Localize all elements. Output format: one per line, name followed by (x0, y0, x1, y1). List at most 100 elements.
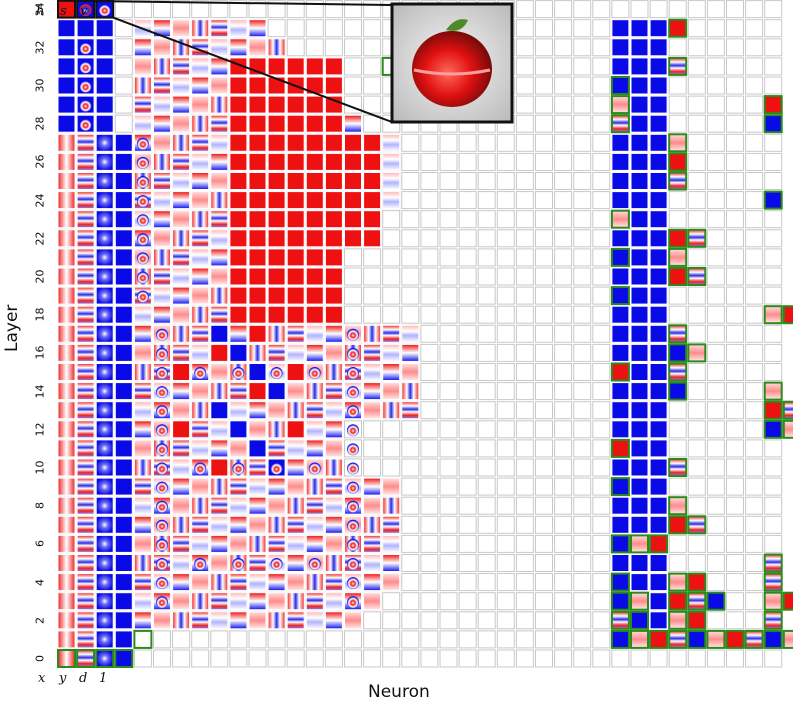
empty-cell (745, 343, 764, 362)
empty-cell (439, 267, 458, 286)
empty-cell (554, 114, 573, 133)
neuron-cell (305, 133, 324, 152)
highlighted-neuron-cell (782, 400, 793, 420)
empty-cell (573, 534, 592, 553)
x-input-cell (57, 133, 76, 152)
empty-cell (229, 0, 248, 19)
empty-cell (592, 534, 611, 553)
empty-cell (267, 19, 286, 38)
neuron-blob (156, 500, 168, 513)
neuron-cell (172, 554, 191, 572)
empty-cell (668, 477, 687, 496)
neuron-cell (95, 19, 114, 38)
neuron-cell (153, 133, 171, 152)
neuron-cell (191, 305, 210, 324)
empty-cell (573, 133, 592, 152)
empty-cell (496, 458, 515, 477)
empty-cell (554, 439, 573, 458)
neuron-cell (305, 401, 324, 420)
empty-cell (515, 382, 534, 401)
neuron-blob (308, 558, 321, 570)
empty-cell (554, 286, 573, 305)
d-input-cell (95, 305, 114, 324)
empty-cell (764, 363, 783, 381)
neuron-cell (229, 95, 248, 114)
empty-cell (401, 229, 420, 248)
empty-cell (764, 286, 783, 305)
neuron-cell (324, 611, 343, 630)
neuron-cell (344, 133, 362, 152)
neuron-cell (286, 420, 305, 439)
empty-cell (458, 305, 477, 324)
neuron-cell (267, 401, 286, 420)
empty-cell (382, 458, 401, 477)
neuron-blob (194, 558, 207, 570)
neuron-cell (324, 133, 343, 152)
neuron-cell (286, 382, 305, 401)
neuron-cell (172, 19, 191, 38)
neuron-cell (153, 57, 171, 76)
neuron-cell (229, 286, 248, 305)
neuron-cell (210, 172, 229, 190)
neuron-cell (191, 324, 210, 343)
d-input-cell (95, 172, 114, 190)
right-block-cell (630, 496, 649, 515)
y-input-cell (76, 496, 95, 515)
empty-cell (592, 630, 611, 649)
empty-cell (668, 534, 687, 553)
empty-cell (496, 630, 515, 649)
empty-cell (439, 286, 458, 305)
neuron-blob (156, 424, 168, 437)
empty-cell (305, 38, 324, 57)
empty-cell (649, 0, 668, 19)
empty-cell (496, 534, 515, 553)
neuron-cell (133, 458, 152, 477)
empty-cell (687, 649, 706, 668)
neuron-cell (191, 573, 210, 592)
empty-cell (764, 76, 783, 95)
empty-cell (535, 649, 553, 668)
y-axis-title: Layer (2, 304, 22, 352)
neuron-cell (210, 515, 229, 534)
empty-cell (592, 38, 611, 57)
d-input-cell (95, 152, 114, 171)
empty-cell (592, 477, 611, 496)
empty-cell (515, 573, 534, 592)
empty-cell (554, 152, 573, 171)
y-input-cell (76, 630, 95, 649)
x-input-cell (57, 210, 76, 229)
neuron-cell (57, 19, 76, 38)
neuron-cell (153, 611, 171, 630)
empty-cell (439, 649, 458, 668)
empty-cell (668, 401, 687, 420)
empty-cell (515, 649, 534, 668)
empty-cell (401, 592, 420, 611)
empty-cell (439, 363, 458, 381)
neuron-cell (210, 114, 229, 133)
x-input-cell (57, 534, 76, 553)
empty-cell (344, 248, 362, 267)
right-block-cell (649, 343, 668, 362)
empty-cell (535, 38, 553, 57)
empty-cell (706, 267, 725, 286)
empty-cell (706, 210, 725, 229)
empty-cell (687, 534, 706, 553)
neuron-cell (248, 191, 267, 210)
empty-cell (114, 38, 133, 57)
neuron-cell (191, 382, 210, 401)
highlighted-neuron-cell (687, 572, 707, 592)
neuron-cell (267, 210, 286, 229)
empty-cell (573, 554, 592, 572)
d-input-cell (95, 401, 114, 420)
empty-cell (477, 324, 496, 343)
neuron-cell (305, 229, 324, 248)
empty-cell (706, 439, 725, 458)
bias-cell (114, 248, 133, 267)
empty-cell (573, 95, 592, 114)
d-input-cell (95, 267, 114, 286)
empty-cell (477, 534, 496, 553)
bottom-label-x: x (38, 671, 46, 686)
empty-cell (726, 401, 744, 420)
neuron-cell (382, 324, 401, 343)
